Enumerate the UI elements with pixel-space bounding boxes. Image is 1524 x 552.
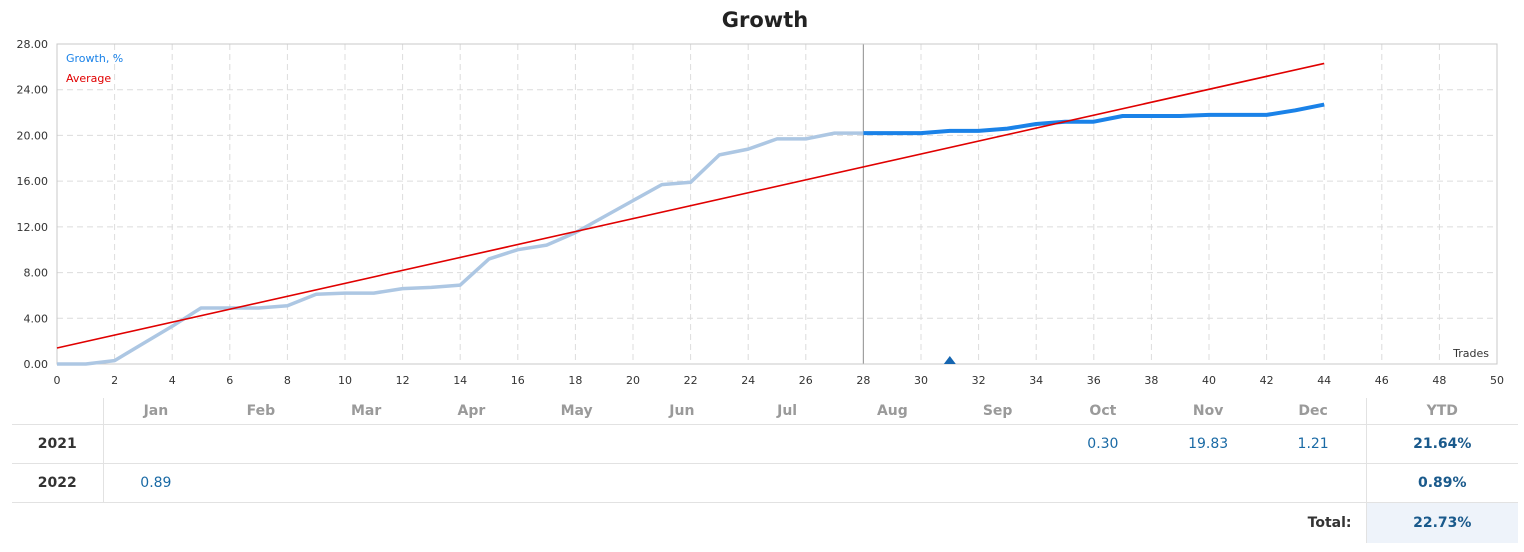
month-header: Jun [669,403,695,419]
month-value-cell [734,463,840,503]
legend-average: Average [66,72,111,85]
x-tick-label: 24 [741,374,755,387]
month-value-cell: 1.21 [1260,424,1366,464]
legend-growth: Growth, % [66,52,123,65]
ytd-cell: 21.64% [1365,424,1518,464]
table-row: 2022 0.89 0.89% [12,463,1518,503]
x-tick-label: 50 [1490,374,1504,387]
y-tick-label: 28.00 [17,38,49,51]
table-row: 2021 0.30 19.83 1.21 21.64% [12,424,1518,464]
month-value-cell [945,424,1051,464]
chart-title: Growth [721,8,809,32]
x-tick-label: 34 [1029,374,1043,387]
x-tick-label: 32 [972,374,986,387]
month-value-cell [839,424,945,464]
x-tick-label: 38 [1144,374,1158,387]
header-corner-cell [12,398,104,425]
month-value-cell [1155,463,1261,503]
ytd-header: YTD [1365,398,1518,425]
month-header: Oct [1089,403,1117,419]
x-tick-label: 40 [1202,374,1216,387]
x-tick-label: 0 [54,374,61,387]
x-tick-label: 22 [684,374,698,387]
x-tick-label: 28 [856,374,870,387]
grid-layer [57,44,1497,364]
y-tick-label: 0.00 [24,358,49,371]
x-tick-label: 6 [226,374,233,387]
x-tick-label: 46 [1375,374,1389,387]
x-tick-label: 26 [799,374,813,387]
average-line [56,62,1325,349]
y-tick-label: 12.00 [17,221,49,234]
year-cell: 2021 [12,424,104,464]
month-value-cell [208,463,314,503]
growth-chart: 0 2 4 6 8 10 12 14 16 18 20 22 24 26 28 30 32 34 36 38 40 42 4… [17,38,1505,387]
month-value-cell: 0.89 [103,463,209,503]
month-header: Apr [457,403,486,419]
month-value-cell [945,463,1051,503]
month-value-cell [313,424,419,464]
month-header: May [560,403,593,419]
month-value-cell [839,463,945,503]
month-header: Sep [982,403,1013,419]
y-tick-label: 24.00 [17,84,49,97]
ytd-cell: 0.89% [1365,463,1518,503]
x-tick-label: 2 [111,374,118,387]
month-value-cell: 0.30 [1050,424,1156,464]
y-tick-label: 8.00 [24,267,49,280]
month-value-cell [418,424,524,464]
month-header: Jul [777,403,798,419]
y-tick-label: 16.00 [17,175,49,188]
total-value: 22.73% [1365,502,1518,543]
month-value-cell [629,424,735,464]
x-tick-label: 36 [1087,374,1101,387]
month-header: Mar [350,403,382,419]
series-layer [56,62,1325,366]
month-header: Jan [143,403,169,419]
y-tick-label: 4.00 [24,312,49,325]
x-tick-label: 10 [338,374,352,387]
month-header: Feb [246,403,276,419]
x-tick-label: 12 [396,374,410,387]
y-tick-label: 20.00 [17,129,49,142]
x-axis-label: Trades [1452,347,1489,360]
deposit-marker [943,356,956,364]
month-value-cell [524,463,630,503]
month-header: Dec [1298,403,1328,419]
table-header-row: Jan Feb Mar Apr May Jun Jul Aug Sep Oct Nov Dec YTD [12,398,1518,425]
plot-frame [56,43,1498,365]
month-value-cell [418,463,524,503]
month-value-cell: 19.83 [1155,424,1261,464]
month-value-cell [524,424,630,464]
growth-line [863,102,1325,136]
total-row: Total: 22.73% [12,502,1518,543]
month-value-cell [734,424,840,464]
x-tick-label: 30 [914,374,928,387]
x-tick-label: 48 [1432,374,1446,387]
chart-legend: Growth, % Average [66,52,123,85]
month-value-cell [103,424,209,464]
total-label: Total: [12,502,1366,543]
x-tick-label: 18 [568,374,582,387]
month-value-cell [208,424,314,464]
month-value-cell [1260,463,1366,503]
x-tick-label: 20 [626,374,640,387]
x-tick-label: 8 [284,374,291,387]
month-value-cell [629,463,735,503]
x-tick-label: 16 [511,374,525,387]
month-value-cell [1050,463,1156,503]
month-header: Aug [876,403,908,419]
axis-layer: 0 2 4 6 8 10 12 14 16 18 20 22 24 26 28 30 32 34 36 38 40 42 4… [17,38,1505,387]
x-tick-label: 4 [169,374,176,387]
year-cell: 2022 [12,463,104,503]
growth-history-line [57,131,864,366]
x-tick-label: 14 [453,374,467,387]
monthly-returns-table: Jan Feb Mar Apr May Jun Jul Aug Sep Oct Nov Dec YTD 2… [12,398,1518,543]
month-value-cell [313,463,419,503]
month-header: Nov [1192,403,1224,419]
x-tick-label: 44 [1317,374,1331,387]
x-tick-label: 42 [1260,374,1274,387]
